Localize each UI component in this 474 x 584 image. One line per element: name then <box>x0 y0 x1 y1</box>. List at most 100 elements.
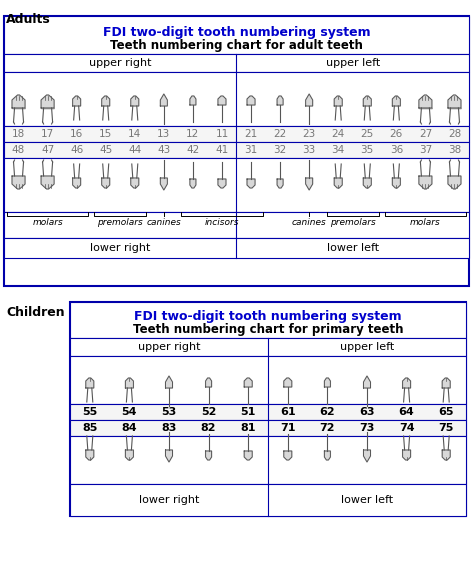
Bar <box>70 420 466 436</box>
Polygon shape <box>12 176 25 189</box>
Bar <box>70 356 466 404</box>
Polygon shape <box>86 378 94 388</box>
Text: 31: 31 <box>245 145 258 155</box>
Bar <box>70 302 466 338</box>
Text: 21: 21 <box>245 129 258 139</box>
Text: 46: 46 <box>70 145 83 155</box>
Text: 28: 28 <box>448 129 461 139</box>
Polygon shape <box>448 176 461 189</box>
Text: premolars: premolars <box>330 218 375 227</box>
Text: 71: 71 <box>280 423 296 433</box>
Text: 85: 85 <box>82 423 98 433</box>
Text: upper right: upper right <box>138 342 200 352</box>
Polygon shape <box>247 179 255 188</box>
Text: 35: 35 <box>361 145 374 155</box>
Text: upper left: upper left <box>326 58 380 68</box>
Text: 45: 45 <box>99 145 112 155</box>
Text: 11: 11 <box>215 129 228 139</box>
Polygon shape <box>363 96 371 106</box>
Text: 37: 37 <box>419 145 432 155</box>
Text: 42: 42 <box>186 145 200 155</box>
Text: incisors: incisors <box>205 218 239 227</box>
Text: lower right: lower right <box>139 495 199 505</box>
Polygon shape <box>102 96 109 106</box>
Bar <box>4 16 469 286</box>
Text: premolars: premolars <box>97 218 143 227</box>
Text: 55: 55 <box>82 407 98 417</box>
Polygon shape <box>126 378 133 388</box>
Bar <box>70 484 466 516</box>
Text: 64: 64 <box>399 407 414 417</box>
Polygon shape <box>206 451 211 460</box>
Text: Teeth numbering chart for adult teeth: Teeth numbering chart for adult teeth <box>110 39 363 52</box>
Text: 81: 81 <box>240 423 256 433</box>
Polygon shape <box>41 95 54 108</box>
Polygon shape <box>306 94 313 106</box>
Text: 26: 26 <box>390 129 403 139</box>
Text: 65: 65 <box>438 407 454 417</box>
Polygon shape <box>324 378 330 387</box>
Polygon shape <box>206 378 211 387</box>
Polygon shape <box>284 378 292 387</box>
Polygon shape <box>324 451 330 460</box>
Text: 14: 14 <box>128 129 141 139</box>
Text: 82: 82 <box>201 423 216 433</box>
Text: 63: 63 <box>359 407 375 417</box>
Polygon shape <box>392 178 401 188</box>
Bar <box>4 126 469 142</box>
Bar <box>4 72 469 126</box>
Polygon shape <box>86 450 94 460</box>
Polygon shape <box>402 450 410 460</box>
Text: 74: 74 <box>399 423 414 433</box>
Text: 12: 12 <box>186 129 200 139</box>
Text: 32: 32 <box>273 145 287 155</box>
Polygon shape <box>73 96 81 106</box>
Polygon shape <box>12 95 25 108</box>
Polygon shape <box>392 96 401 106</box>
Bar <box>4 158 469 212</box>
Polygon shape <box>190 96 196 105</box>
Text: 52: 52 <box>201 407 216 417</box>
Text: 41: 41 <box>215 145 228 155</box>
Text: 43: 43 <box>157 145 171 155</box>
Text: 36: 36 <box>390 145 403 155</box>
Text: lower left: lower left <box>341 495 393 505</box>
Bar <box>4 54 469 72</box>
Text: 25: 25 <box>361 129 374 139</box>
Polygon shape <box>277 96 283 105</box>
Polygon shape <box>419 176 432 189</box>
Text: 27: 27 <box>419 129 432 139</box>
Text: upper left: upper left <box>340 342 394 352</box>
Text: 47: 47 <box>41 145 54 155</box>
Text: Children: Children <box>6 306 64 319</box>
Text: 24: 24 <box>332 129 345 139</box>
Text: 23: 23 <box>302 129 316 139</box>
Text: canines: canines <box>292 218 327 227</box>
Polygon shape <box>364 376 371 388</box>
Text: 17: 17 <box>41 129 54 139</box>
Text: upper right: upper right <box>89 58 152 68</box>
Polygon shape <box>402 378 410 388</box>
Text: 73: 73 <box>359 423 374 433</box>
Polygon shape <box>419 95 432 108</box>
Polygon shape <box>284 451 292 460</box>
Polygon shape <box>334 96 342 106</box>
Polygon shape <box>363 178 371 188</box>
Polygon shape <box>126 450 133 460</box>
Bar <box>70 338 466 356</box>
Text: Teeth numbering chart for primary teeth: Teeth numbering chart for primary teeth <box>133 323 403 336</box>
Text: 61: 61 <box>280 407 296 417</box>
Bar <box>70 436 466 484</box>
Text: 53: 53 <box>161 407 177 417</box>
Text: 84: 84 <box>122 423 137 433</box>
Polygon shape <box>442 378 450 388</box>
Bar <box>70 404 466 420</box>
Polygon shape <box>244 451 252 460</box>
Bar <box>4 16 469 54</box>
Text: Adults: Adults <box>6 13 51 26</box>
Polygon shape <box>218 179 226 188</box>
Polygon shape <box>334 178 342 188</box>
Text: 15: 15 <box>99 129 112 139</box>
Polygon shape <box>190 179 196 188</box>
Polygon shape <box>73 178 81 188</box>
